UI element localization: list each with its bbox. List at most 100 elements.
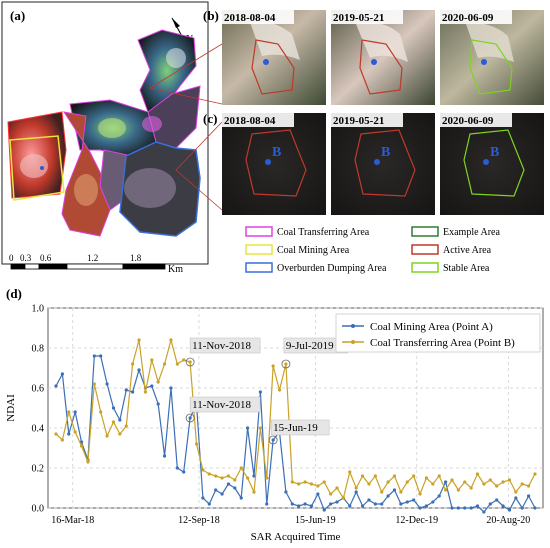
legend-label: Coal Mining Area xyxy=(277,245,350,256)
data-point xyxy=(175,466,179,470)
data-point xyxy=(322,480,326,484)
annotation-marker xyxy=(185,413,195,423)
data-point xyxy=(188,416,192,420)
data-point xyxy=(246,476,250,480)
data-point xyxy=(475,504,480,508)
data-point xyxy=(450,506,454,510)
data-point xyxy=(277,388,282,392)
data-point xyxy=(322,508,326,512)
data-point xyxy=(329,502,333,506)
legend-swatch xyxy=(411,262,439,273)
data-point xyxy=(488,478,492,482)
data-point xyxy=(475,472,480,476)
data-point xyxy=(412,498,416,502)
data-point xyxy=(380,502,384,506)
data-point xyxy=(360,504,365,508)
data-point xyxy=(418,492,422,496)
data-point xyxy=(86,460,90,464)
data-point xyxy=(226,474,231,478)
data-point xyxy=(443,480,448,484)
data-point xyxy=(527,484,531,488)
data-point xyxy=(150,358,154,362)
data-point xyxy=(137,338,141,342)
data-point xyxy=(437,494,441,498)
data-point xyxy=(162,454,167,458)
x-tick-label: 15-Jun-19 xyxy=(295,515,336,526)
data-point xyxy=(226,482,231,486)
data-point xyxy=(520,482,524,486)
thumb-b-3: 2020-06-09 xyxy=(440,10,544,105)
data-point xyxy=(137,368,141,372)
annotation-marker xyxy=(268,435,278,445)
data-point xyxy=(469,506,473,510)
thumb-c-1: B 2018-08-04 xyxy=(222,113,326,215)
panel-c-label: (c) xyxy=(203,111,217,126)
point-a-map-marker xyxy=(40,166,44,170)
data-point xyxy=(111,420,116,424)
data-point xyxy=(188,360,192,364)
data-point xyxy=(354,490,358,494)
legend-label: Overburden Dumping Area xyxy=(277,263,387,274)
series-line xyxy=(55,355,536,513)
data-point xyxy=(252,474,256,478)
data-point xyxy=(169,386,173,390)
data-point xyxy=(73,430,77,434)
data-point xyxy=(527,494,531,498)
data-point xyxy=(99,410,103,414)
data-point xyxy=(258,426,262,430)
y-tick-label: 1.0 xyxy=(32,304,45,315)
legend-label: Coal Transferring Area xyxy=(277,227,370,238)
data-point xyxy=(169,338,173,342)
data-point xyxy=(207,472,211,476)
legend-label: Coal Transferring Area (Point B) xyxy=(370,337,515,349)
date-label: 2018-08-04 xyxy=(224,115,276,127)
data-point xyxy=(341,496,345,500)
data-point xyxy=(124,388,128,392)
legend-marker xyxy=(351,324,355,328)
panel-a: (a) N xyxy=(1,1,209,275)
data-point xyxy=(399,490,403,494)
y-tick-label: 0.8 xyxy=(32,344,45,355)
scale-tick: 0.6 xyxy=(40,253,52,263)
data-point xyxy=(239,496,243,500)
data-point xyxy=(233,486,237,490)
data-point xyxy=(124,424,128,428)
data-point xyxy=(92,382,96,386)
data-point xyxy=(220,476,224,480)
data-point xyxy=(373,474,377,478)
data-point xyxy=(54,384,58,388)
data-point xyxy=(143,390,148,394)
point-b-marker xyxy=(374,159,380,165)
point-b-label: B xyxy=(272,145,281,160)
panel-b: (b) 2018-08-04 2019-05-21 2020-06-09 xyxy=(203,8,544,105)
date-label: 2020-06-09 xyxy=(442,115,494,127)
scale-tick: 0 xyxy=(9,253,14,263)
data-point xyxy=(156,402,160,406)
annotation-marker xyxy=(281,359,291,369)
data-point xyxy=(469,486,473,490)
data-point xyxy=(131,362,135,366)
thumb-c-2: B 2019-05-21 xyxy=(331,113,435,215)
data-point xyxy=(533,472,537,476)
panel-a-label: (a) xyxy=(10,8,25,23)
y-axis-label: NDAI xyxy=(5,394,17,422)
panel-b-label: (b) xyxy=(203,8,219,23)
data-point xyxy=(60,372,64,376)
data-point xyxy=(214,474,218,478)
data-point xyxy=(105,434,109,438)
ndai-chart: 0.0 0.2 0.4 0.6 0.8 1.0 16-Mar-18 12-Sep-18 15-J… xyxy=(5,304,544,543)
data-point xyxy=(156,380,160,384)
point-b-marker xyxy=(483,159,489,165)
annotation-label: 9-Jul-2019 xyxy=(286,340,334,352)
data-point xyxy=(265,476,269,480)
data-point xyxy=(284,362,288,366)
x-tick-label: 12-Dec-19 xyxy=(395,515,438,526)
data-point xyxy=(207,502,211,506)
annotation-label: 15-Jun-19 xyxy=(273,422,318,434)
data-point xyxy=(348,504,352,508)
data-point xyxy=(284,490,288,494)
data-point xyxy=(67,410,71,414)
data-point xyxy=(233,478,237,482)
data-point xyxy=(335,486,339,490)
